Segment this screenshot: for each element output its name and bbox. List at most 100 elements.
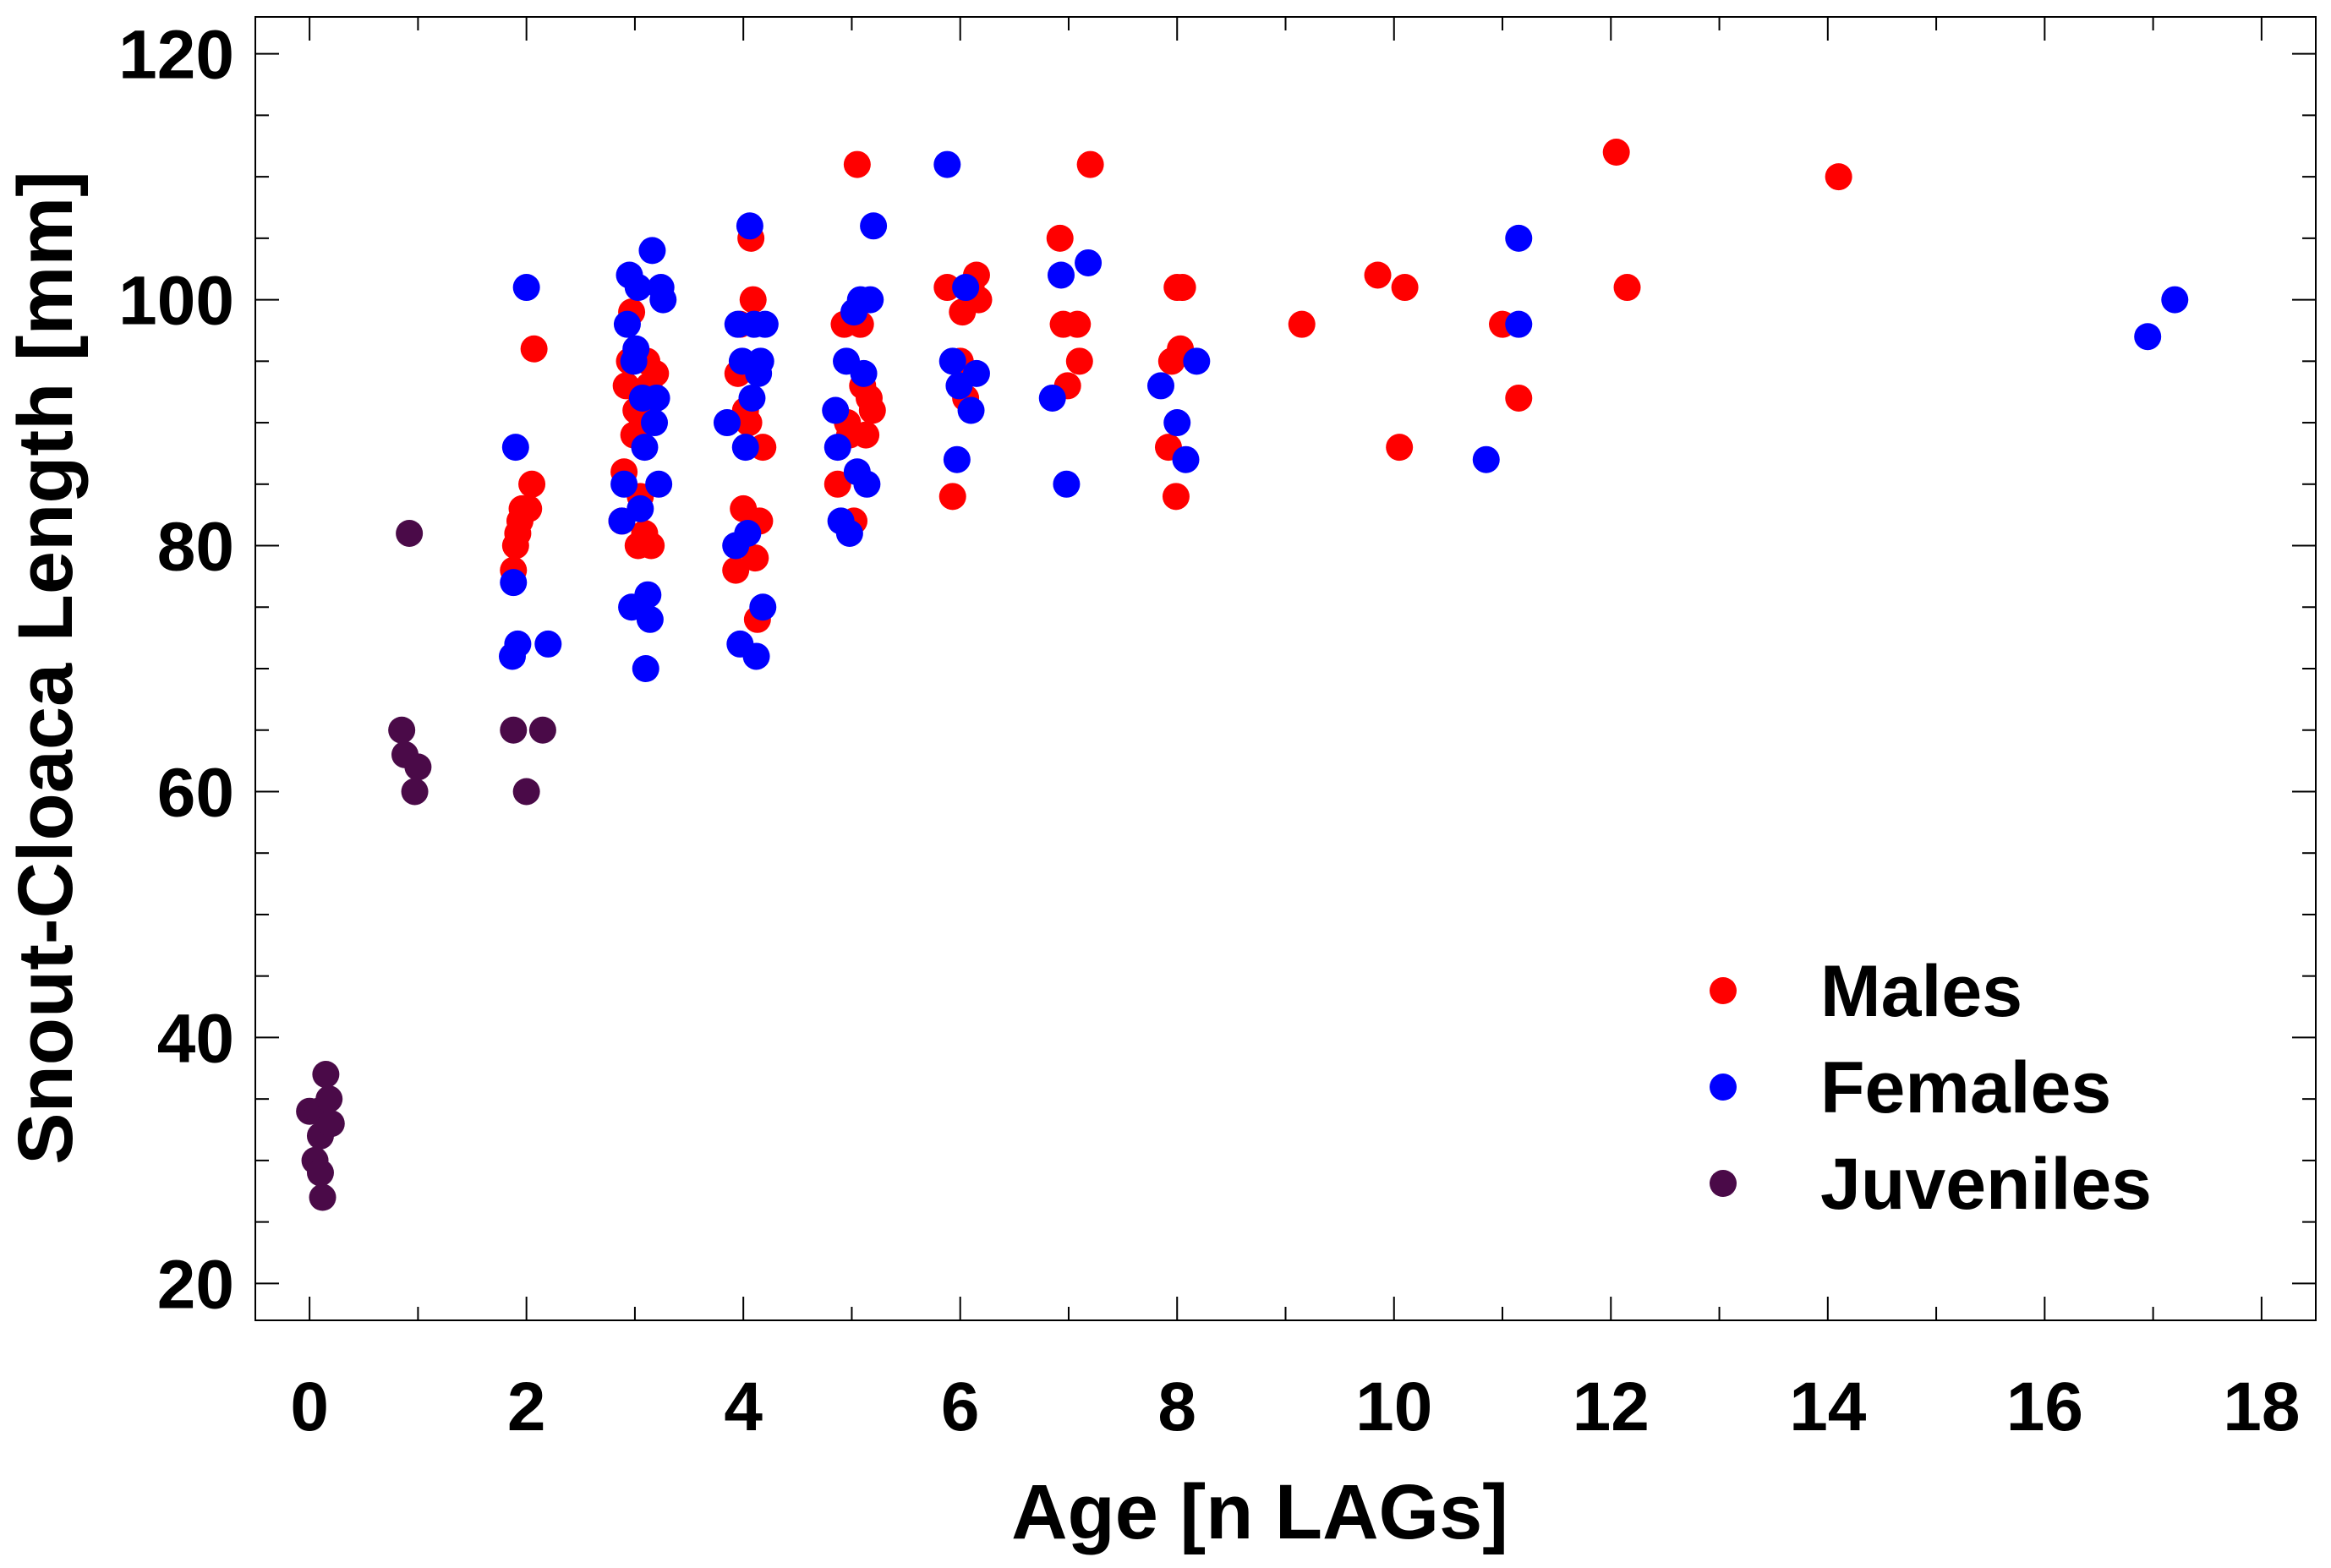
- point-males: [1505, 384, 1533, 412]
- point-males: [1076, 150, 1104, 178]
- point-females: [613, 310, 641, 338]
- point-males: [1065, 347, 1093, 375]
- legend-marker-juveniles: [1710, 1170, 1737, 1197]
- point-juveniles: [500, 716, 528, 744]
- point-females: [749, 593, 777, 621]
- point-females: [835, 519, 863, 547]
- point-females: [622, 335, 650, 363]
- point-females: [501, 434, 529, 462]
- point-juveniles: [404, 753, 432, 781]
- point-males: [1364, 261, 1392, 289]
- point-males: [637, 532, 665, 560]
- point-males: [741, 544, 769, 572]
- point-females: [962, 359, 990, 387]
- point-males: [739, 286, 767, 314]
- point-females: [1505, 224, 1533, 252]
- data-points: [296, 139, 2189, 1211]
- point-juveniles: [401, 778, 429, 806]
- series-females: [498, 150, 2189, 682]
- point-males: [642, 359, 670, 387]
- y-tick-label: 40: [157, 1000, 234, 1077]
- point-females: [624, 274, 652, 302]
- point-juveniles: [312, 1061, 340, 1089]
- point-females: [512, 274, 540, 302]
- point-males: [1386, 434, 1414, 462]
- point-females: [734, 519, 762, 547]
- point-females: [943, 445, 971, 473]
- point-males: [515, 494, 543, 522]
- point-males: [1162, 483, 1190, 511]
- point-juveniles: [396, 519, 424, 547]
- x-axis-title: Age [n LAGs]: [1011, 1469, 1508, 1555]
- point-males: [1825, 163, 1852, 191]
- y-tick-label: 60: [157, 754, 234, 831]
- point-females: [856, 286, 884, 314]
- point-females: [850, 359, 878, 387]
- point-females: [641, 409, 669, 437]
- point-females: [1183, 347, 1211, 375]
- point-females: [1505, 310, 1533, 338]
- point-juveniles: [315, 1085, 343, 1113]
- x-tick-label: 2: [507, 1369, 546, 1445]
- point-females: [860, 212, 888, 240]
- series-juveniles: [296, 519, 556, 1211]
- point-females: [1172, 445, 1200, 473]
- point-females: [1047, 261, 1075, 289]
- point-females: [952, 274, 980, 302]
- point-males: [843, 150, 871, 178]
- point-males: [520, 335, 548, 363]
- point-females: [610, 470, 638, 498]
- point-females: [638, 237, 666, 265]
- x-tick-label: 8: [1157, 1369, 1196, 1445]
- point-males: [1613, 274, 1641, 302]
- point-juveniles: [306, 1159, 334, 1187]
- point-females: [736, 212, 763, 240]
- point-females: [500, 569, 528, 597]
- point-females: [713, 409, 741, 437]
- y-axis-title: Snout-Cloaca Length [mm]: [3, 171, 89, 1165]
- point-females: [645, 470, 673, 498]
- legend-label-females: Females: [1820, 1047, 2111, 1128]
- point-females: [504, 630, 532, 658]
- point-juveniles: [528, 716, 556, 744]
- point-juveniles: [512, 778, 540, 806]
- point-females: [822, 396, 850, 424]
- x-tick-label: 10: [1355, 1369, 1432, 1445]
- point-females: [1038, 384, 1066, 412]
- legend-label-juveniles: Juveniles: [1820, 1144, 2152, 1225]
- x-tick-label: 6: [941, 1369, 980, 1445]
- point-males: [518, 470, 546, 498]
- point-females: [957, 396, 985, 424]
- legend-label-males: Males: [1820, 951, 2022, 1032]
- point-males: [1288, 310, 1316, 338]
- point-females: [824, 434, 851, 462]
- point-females: [1146, 372, 1174, 400]
- point-males: [1391, 274, 1419, 302]
- point-females: [742, 642, 770, 670]
- point-females: [2161, 286, 2189, 314]
- point-females: [649, 286, 677, 314]
- x-tick-label: 4: [724, 1369, 763, 1445]
- point-males: [1064, 310, 1092, 338]
- x-tick-label: 12: [1573, 1369, 1650, 1445]
- point-females: [751, 310, 779, 338]
- point-females: [534, 630, 562, 658]
- y-tick-label: 100: [118, 263, 234, 340]
- point-females: [1053, 470, 1081, 498]
- point-females: [938, 347, 966, 375]
- point-males: [858, 396, 886, 424]
- point-females: [632, 655, 659, 682]
- point-females: [636, 605, 664, 633]
- point-females: [1163, 409, 1191, 437]
- point-females: [643, 384, 670, 412]
- point-males: [938, 483, 966, 511]
- legend: Males Females Juveniles: [1710, 951, 2152, 1225]
- point-juveniles: [309, 1183, 337, 1211]
- point-males: [824, 470, 851, 498]
- point-females: [738, 384, 766, 412]
- x-tick-label: 0: [290, 1369, 329, 1445]
- point-females: [627, 494, 654, 522]
- y-tick-label: 20: [157, 1246, 234, 1323]
